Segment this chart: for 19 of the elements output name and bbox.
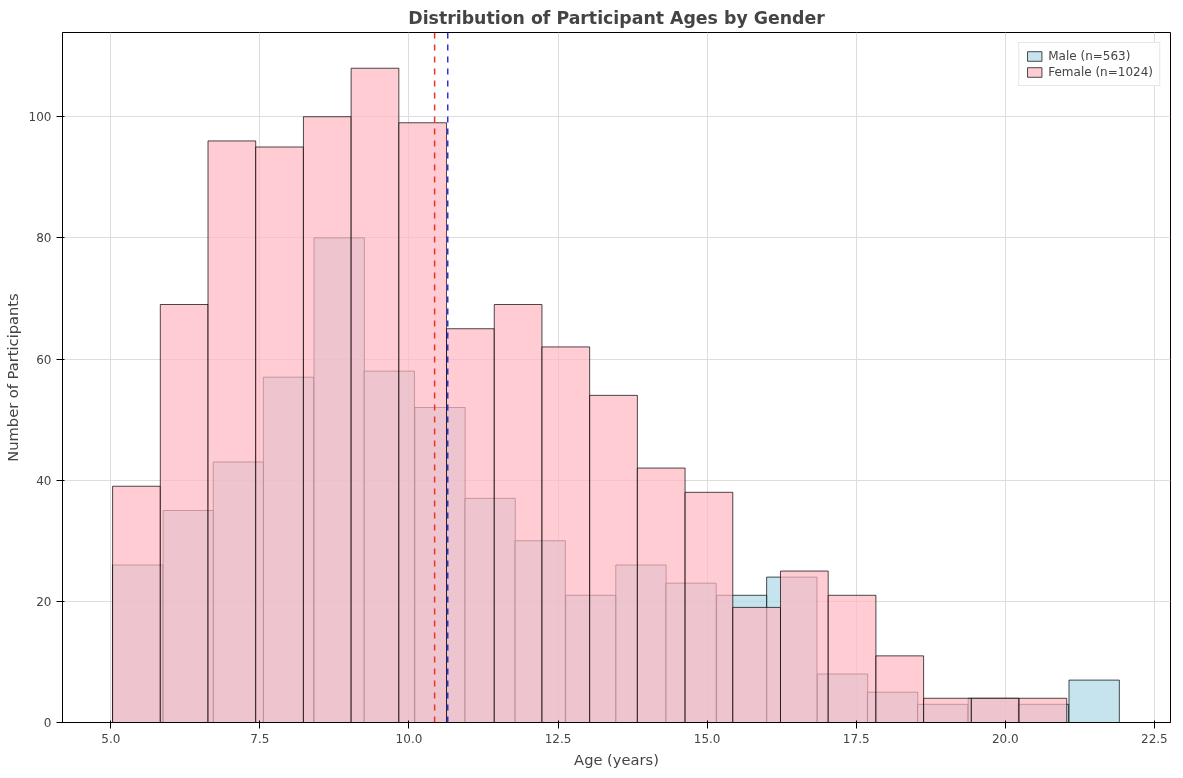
x-tick-label: 5.0: [101, 731, 121, 746]
y-tick-label: 0: [43, 716, 52, 730]
y-axis-title: Number of Participants: [3, 293, 21, 462]
x-axis-title: Age (years): [574, 750, 659, 768]
x-tick-label: 17.5: [842, 731, 870, 746]
x-tick-label: 20.0: [991, 731, 1019, 746]
x-tick-label: 12.5: [544, 731, 572, 746]
x-tick-label: 22.5: [1141, 731, 1168, 746]
x-tick-label: 7.5: [250, 731, 270, 746]
x-tick-label: 10.0: [395, 731, 423, 746]
y-tick-label: 100: [28, 110, 52, 125]
x-tick-label: 15.0: [693, 731, 721, 746]
y-tick-label: 20: [36, 594, 52, 609]
y-tick-label: 40: [36, 473, 52, 488]
y-tick-label: 60: [36, 352, 52, 367]
legend-label: Female (n=1024): [1048, 65, 1153, 79]
legend-label: Male (n=563): [1048, 49, 1131, 63]
y-tick-label: 80: [36, 231, 52, 246]
chart-title: Distribution of Participant Ages by Gender: [408, 7, 826, 28]
